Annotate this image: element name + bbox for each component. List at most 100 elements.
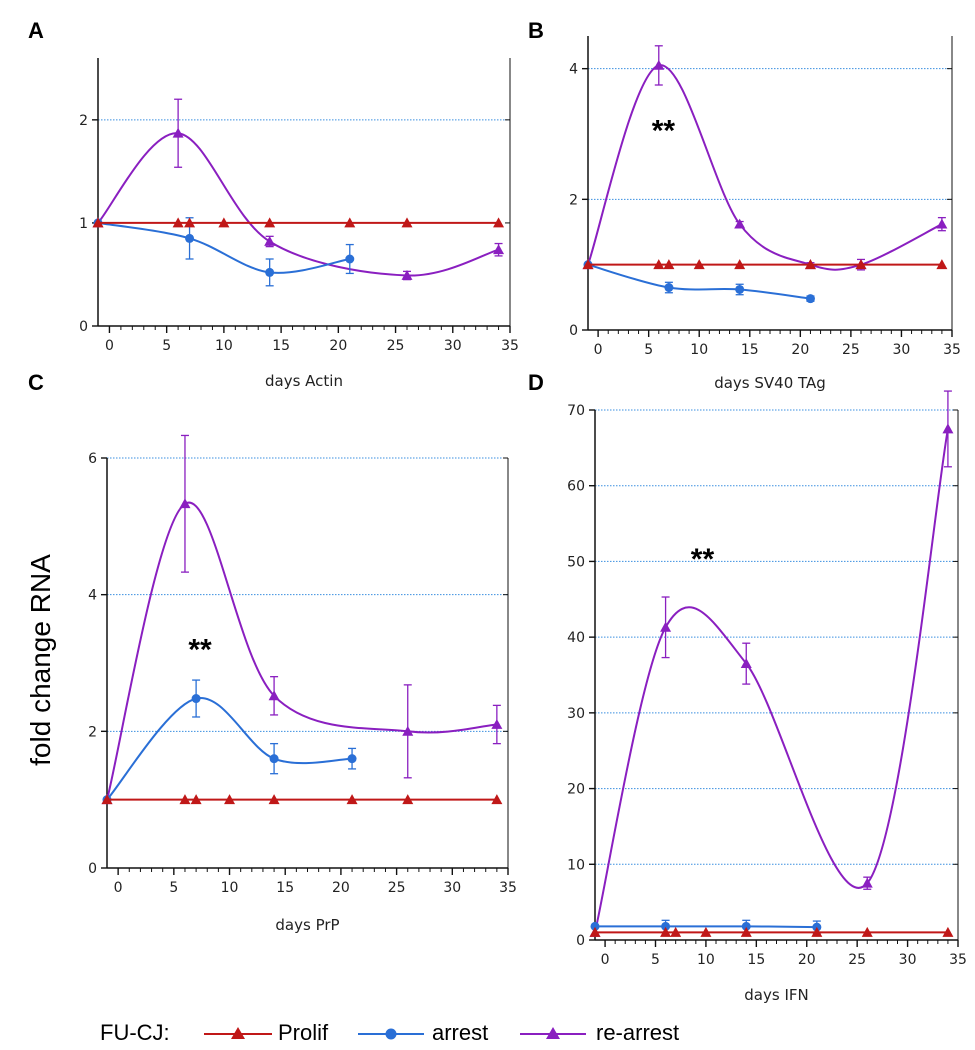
- x-tick-label: 5: [644, 342, 653, 358]
- marker-prolif: [660, 926, 672, 937]
- marker-re-arrest: [653, 59, 665, 70]
- y-tick-label: 10: [567, 857, 585, 873]
- y-axis-label: fold change RNA: [25, 554, 56, 766]
- x-tick-label: 30: [893, 342, 911, 358]
- significance-annotation: **: [188, 634, 212, 667]
- x-tick-label: 25: [842, 342, 860, 358]
- series-prolif: [101, 794, 503, 805]
- y-tick-label: 30: [567, 706, 585, 722]
- x-tick-label: 25: [387, 338, 405, 354]
- marker-prolif: [101, 794, 113, 805]
- x-tick-label: 15: [276, 880, 294, 896]
- marker-re-arrest: [401, 269, 413, 280]
- y-tick-label: 50: [567, 554, 585, 570]
- series-arrest: [102, 679, 357, 805]
- marker-prolif: [92, 217, 104, 228]
- x-tick-label: 5: [169, 880, 178, 896]
- x-tick-label: 25: [388, 880, 406, 896]
- y-tick-label: 2: [88, 724, 97, 740]
- panel-letter: A: [28, 18, 44, 43]
- panel-letter: D: [528, 370, 544, 395]
- marker-prolif: [402, 794, 414, 805]
- marker-arrest: [735, 284, 745, 294]
- marker-re-arrest: [179, 498, 191, 509]
- x-tick-label: 0: [114, 880, 123, 896]
- y-tick-label: 0: [79, 319, 88, 335]
- series-line-re-arrest: [97, 132, 499, 277]
- marker-prolif: [491, 794, 503, 805]
- x-axis-label: days IFN: [744, 986, 808, 1004]
- series-line-arrest: [594, 925, 817, 929]
- x-tick-label: 30: [899, 952, 917, 968]
- x-tick-label: 35: [943, 342, 961, 358]
- marker-prolif: [582, 259, 594, 270]
- marker-arrest: [805, 294, 815, 304]
- series-re-arrest: [101, 434, 503, 805]
- legend-marker-re-arrest: [546, 1027, 560, 1039]
- marker-arrest: [191, 694, 201, 704]
- marker-re-arrest: [491, 719, 503, 729]
- series-prolif: [92, 217, 505, 228]
- panel-letter: C: [28, 370, 44, 395]
- y-tick-label: 2: [569, 192, 578, 208]
- marker-re-arrest: [493, 244, 505, 255]
- marker-prolif: [811, 926, 823, 937]
- y-tick-label: 1: [79, 216, 88, 232]
- x-tick-label: 25: [848, 952, 866, 968]
- x-tick-label: 15: [741, 342, 759, 358]
- y-tick-label: 4: [88, 588, 97, 604]
- marker-arrest: [741, 921, 751, 931]
- legend: FU-CJ: Prolif arrest re-arrest: [100, 1020, 679, 1045]
- series-line-re-arrest: [594, 428, 949, 933]
- x-tick-label: 30: [443, 880, 461, 896]
- x-tick-label: 5: [651, 952, 660, 968]
- series-line-arrest: [106, 697, 353, 801]
- legend-item-prolif: Prolif: [204, 1020, 329, 1045]
- x-tick-label: 0: [601, 952, 610, 968]
- marker-prolif: [589, 926, 601, 937]
- x-tick-label: 0: [594, 342, 603, 358]
- series-line-arrest: [97, 221, 350, 274]
- marker-prolif: [172, 217, 184, 228]
- marker-prolif: [740, 926, 752, 937]
- marker-prolif: [804, 259, 816, 270]
- x-tick-label: 5: [162, 338, 171, 354]
- x-axis-label: days SV40 TAg: [714, 374, 826, 392]
- marker-re-arrest: [734, 218, 746, 229]
- marker-prolif: [734, 259, 746, 270]
- y-tick-label: 0: [88, 861, 97, 877]
- x-tick-label: 15: [272, 338, 290, 354]
- marker-prolif: [700, 926, 712, 937]
- marker-prolif: [184, 217, 196, 228]
- x-tick-label: 20: [332, 880, 350, 896]
- series-arrest: [583, 260, 815, 304]
- marker-prolif: [653, 259, 665, 270]
- x-tick-label: 0: [105, 338, 114, 354]
- x-tick-label: 10: [690, 342, 708, 358]
- legend-marker-prolif: [231, 1027, 245, 1039]
- marker-prolif: [264, 217, 276, 228]
- marker-prolif: [936, 259, 948, 270]
- marker-prolif: [218, 217, 230, 228]
- marker-prolif: [346, 794, 358, 805]
- marker-re-arrest: [740, 658, 752, 669]
- x-tick-label: 35: [949, 952, 967, 968]
- marker-prolif: [855, 259, 867, 270]
- legend-prefix: FU-CJ:: [100, 1020, 170, 1045]
- marker-prolif: [693, 259, 705, 270]
- x-tick-label: 10: [215, 338, 233, 354]
- panel-b: B 0 5 10 15 20 25 30 35 0 2 4 days SV40 TAg **: [528, 18, 961, 392]
- marker-re-arrest: [660, 621, 672, 632]
- panel-c: C 0 5 10 15 20 25 30 35 0 2 4 6 days PrP **: [28, 370, 517, 934]
- x-tick-label: 15: [747, 952, 765, 968]
- marker-prolif: [401, 217, 413, 228]
- x-tick-label: 10: [221, 880, 239, 896]
- y-tick-label: 0: [569, 323, 578, 339]
- panel-letter: B: [528, 18, 544, 43]
- marker-arrest: [661, 921, 671, 931]
- y-tick-label: 4: [569, 62, 578, 78]
- y-tick-label: 6: [88, 451, 97, 467]
- marker-arrest: [269, 754, 279, 764]
- series-arrest: [93, 217, 355, 287]
- marker-re-arrest: [264, 235, 276, 246]
